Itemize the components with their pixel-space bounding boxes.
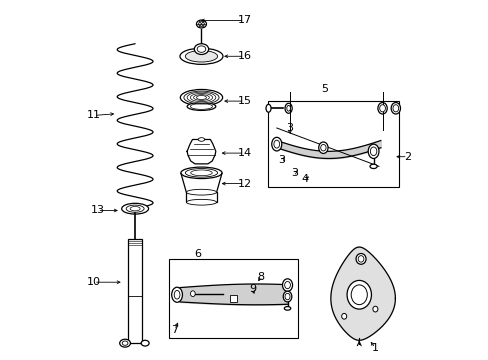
Ellipse shape: [390, 103, 400, 114]
Ellipse shape: [355, 253, 366, 264]
Bar: [230, 295, 237, 302]
Ellipse shape: [286, 105, 290, 111]
Ellipse shape: [285, 103, 292, 113]
Text: 15: 15: [237, 96, 251, 106]
Ellipse shape: [369, 147, 376, 156]
Ellipse shape: [122, 341, 128, 345]
Text: 1: 1: [371, 343, 378, 353]
Ellipse shape: [194, 44, 208, 54]
Bar: [186, 192, 216, 202]
Ellipse shape: [350, 285, 366, 305]
Bar: [128, 239, 142, 343]
Text: 11: 11: [87, 111, 101, 121]
Text: 3: 3: [278, 155, 285, 165]
Ellipse shape: [271, 137, 281, 151]
Ellipse shape: [174, 291, 180, 299]
Text: 3: 3: [285, 123, 292, 133]
Text: 14: 14: [237, 148, 251, 158]
Ellipse shape: [346, 280, 371, 309]
Text: 16: 16: [237, 51, 251, 61]
Text: 5: 5: [321, 84, 328, 94]
Ellipse shape: [265, 104, 270, 112]
Ellipse shape: [120, 339, 130, 347]
Text: 17: 17: [237, 15, 251, 26]
Ellipse shape: [171, 287, 182, 302]
Text: 13: 13: [90, 206, 104, 216]
Ellipse shape: [180, 89, 222, 105]
Ellipse shape: [284, 307, 290, 310]
Ellipse shape: [185, 50, 217, 62]
Text: 9: 9: [248, 284, 255, 294]
Text: 6: 6: [194, 248, 201, 258]
Ellipse shape: [367, 144, 378, 158]
Ellipse shape: [183, 91, 219, 104]
Ellipse shape: [282, 279, 292, 291]
Ellipse shape: [141, 340, 149, 346]
Ellipse shape: [186, 189, 216, 195]
Ellipse shape: [130, 207, 140, 211]
Text: 2: 2: [403, 152, 410, 162]
Ellipse shape: [273, 140, 279, 148]
Ellipse shape: [377, 103, 386, 114]
Ellipse shape: [187, 103, 215, 111]
Ellipse shape: [379, 105, 385, 112]
Ellipse shape: [180, 48, 223, 64]
Ellipse shape: [186, 199, 216, 205]
Ellipse shape: [196, 20, 206, 28]
Ellipse shape: [285, 293, 289, 300]
Text: 7: 7: [171, 325, 178, 335]
Ellipse shape: [283, 291, 291, 302]
Text: 3: 3: [291, 168, 298, 178]
Ellipse shape: [181, 167, 222, 179]
Polygon shape: [187, 139, 215, 164]
Text: 8: 8: [257, 272, 264, 282]
Ellipse shape: [122, 203, 148, 214]
Ellipse shape: [372, 306, 377, 312]
Ellipse shape: [198, 138, 204, 141]
Ellipse shape: [357, 256, 363, 262]
Bar: [267, 101, 398, 187]
Ellipse shape: [126, 205, 144, 212]
Text: 10: 10: [87, 277, 101, 287]
Ellipse shape: [320, 144, 325, 151]
Bar: [169, 259, 298, 338]
Text: 12: 12: [237, 179, 251, 189]
Ellipse shape: [284, 282, 290, 289]
Text: 4: 4: [301, 174, 308, 184]
Ellipse shape: [369, 164, 376, 168]
Ellipse shape: [392, 105, 398, 112]
Ellipse shape: [197, 46, 205, 52]
Ellipse shape: [341, 314, 346, 319]
Polygon shape: [330, 247, 395, 340]
Ellipse shape: [198, 22, 204, 26]
Ellipse shape: [190, 291, 195, 297]
Ellipse shape: [185, 168, 217, 177]
Ellipse shape: [318, 142, 327, 153]
